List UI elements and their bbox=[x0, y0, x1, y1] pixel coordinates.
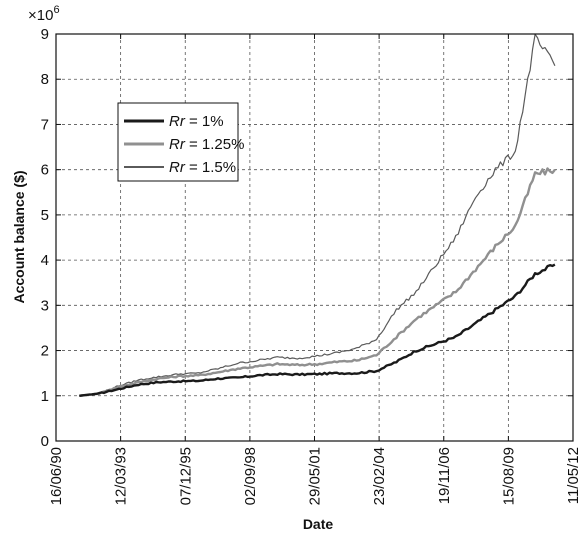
y-tick-label: 6 bbox=[41, 162, 49, 179]
y-tick-label: 8 bbox=[41, 71, 49, 88]
y-tick-label: 5 bbox=[41, 207, 49, 224]
legend-item-2: Rr = 1.25% bbox=[124, 136, 244, 153]
legend-label-2: Rr = 1.25% bbox=[169, 136, 244, 153]
series-line-2 bbox=[79, 167, 556, 397]
x-tick-label: 29/05/01 bbox=[307, 447, 324, 505]
x-tick-label: 23/02/04 bbox=[371, 447, 388, 505]
y-tick-label: 4 bbox=[41, 252, 49, 269]
y-axis-label: Account balance ($) bbox=[11, 170, 27, 303]
y-tick-label: 1 bbox=[41, 388, 49, 405]
legend-item-3: Rr = 1.5% bbox=[124, 159, 236, 176]
y-tick-label: 7 bbox=[41, 116, 49, 133]
y-tick-label: 3 bbox=[41, 297, 49, 314]
x-axis-label: Date bbox=[303, 516, 334, 532]
y-tick-label: 2 bbox=[41, 343, 49, 360]
legend: Rr = 1% Rr = 1.25% Rr = 1.5% bbox=[117, 102, 244, 182]
x-tick-label: 19/11/06 bbox=[436, 447, 453, 504]
x-tick-label: 07/12/95 bbox=[177, 447, 194, 505]
legend-item-1: Rr = 1% bbox=[124, 113, 224, 130]
series-line-3 bbox=[79, 33, 556, 397]
x-tick-labels: 16/06/90 12/03/93 07/12/95 02/09/98 29/05/01… bbox=[48, 34, 578, 505]
y-multiplier-label: ×106 bbox=[28, 4, 60, 24]
legend-label-1: Rr = 1% bbox=[169, 113, 224, 130]
y-tick-labels: 0 1 2 3 4 5 6 7 8 9 bbox=[41, 26, 573, 450]
series-layer bbox=[79, 33, 556, 397]
series-line-1 bbox=[79, 263, 556, 397]
legend-label-3: Rr = 1.5% bbox=[169, 159, 236, 176]
x-tick-label: 12/03/93 bbox=[113, 447, 130, 505]
x-tick-label: 16/06/90 bbox=[48, 447, 65, 505]
x-tick-label: 11/05/12 bbox=[565, 447, 578, 504]
x-tick-label: 15/08/09 bbox=[500, 447, 517, 505]
x-tick-label: 02/09/98 bbox=[242, 447, 259, 505]
y-tick-label: 9 bbox=[41, 26, 49, 43]
y-tick-label: 0 bbox=[41, 433, 49, 450]
